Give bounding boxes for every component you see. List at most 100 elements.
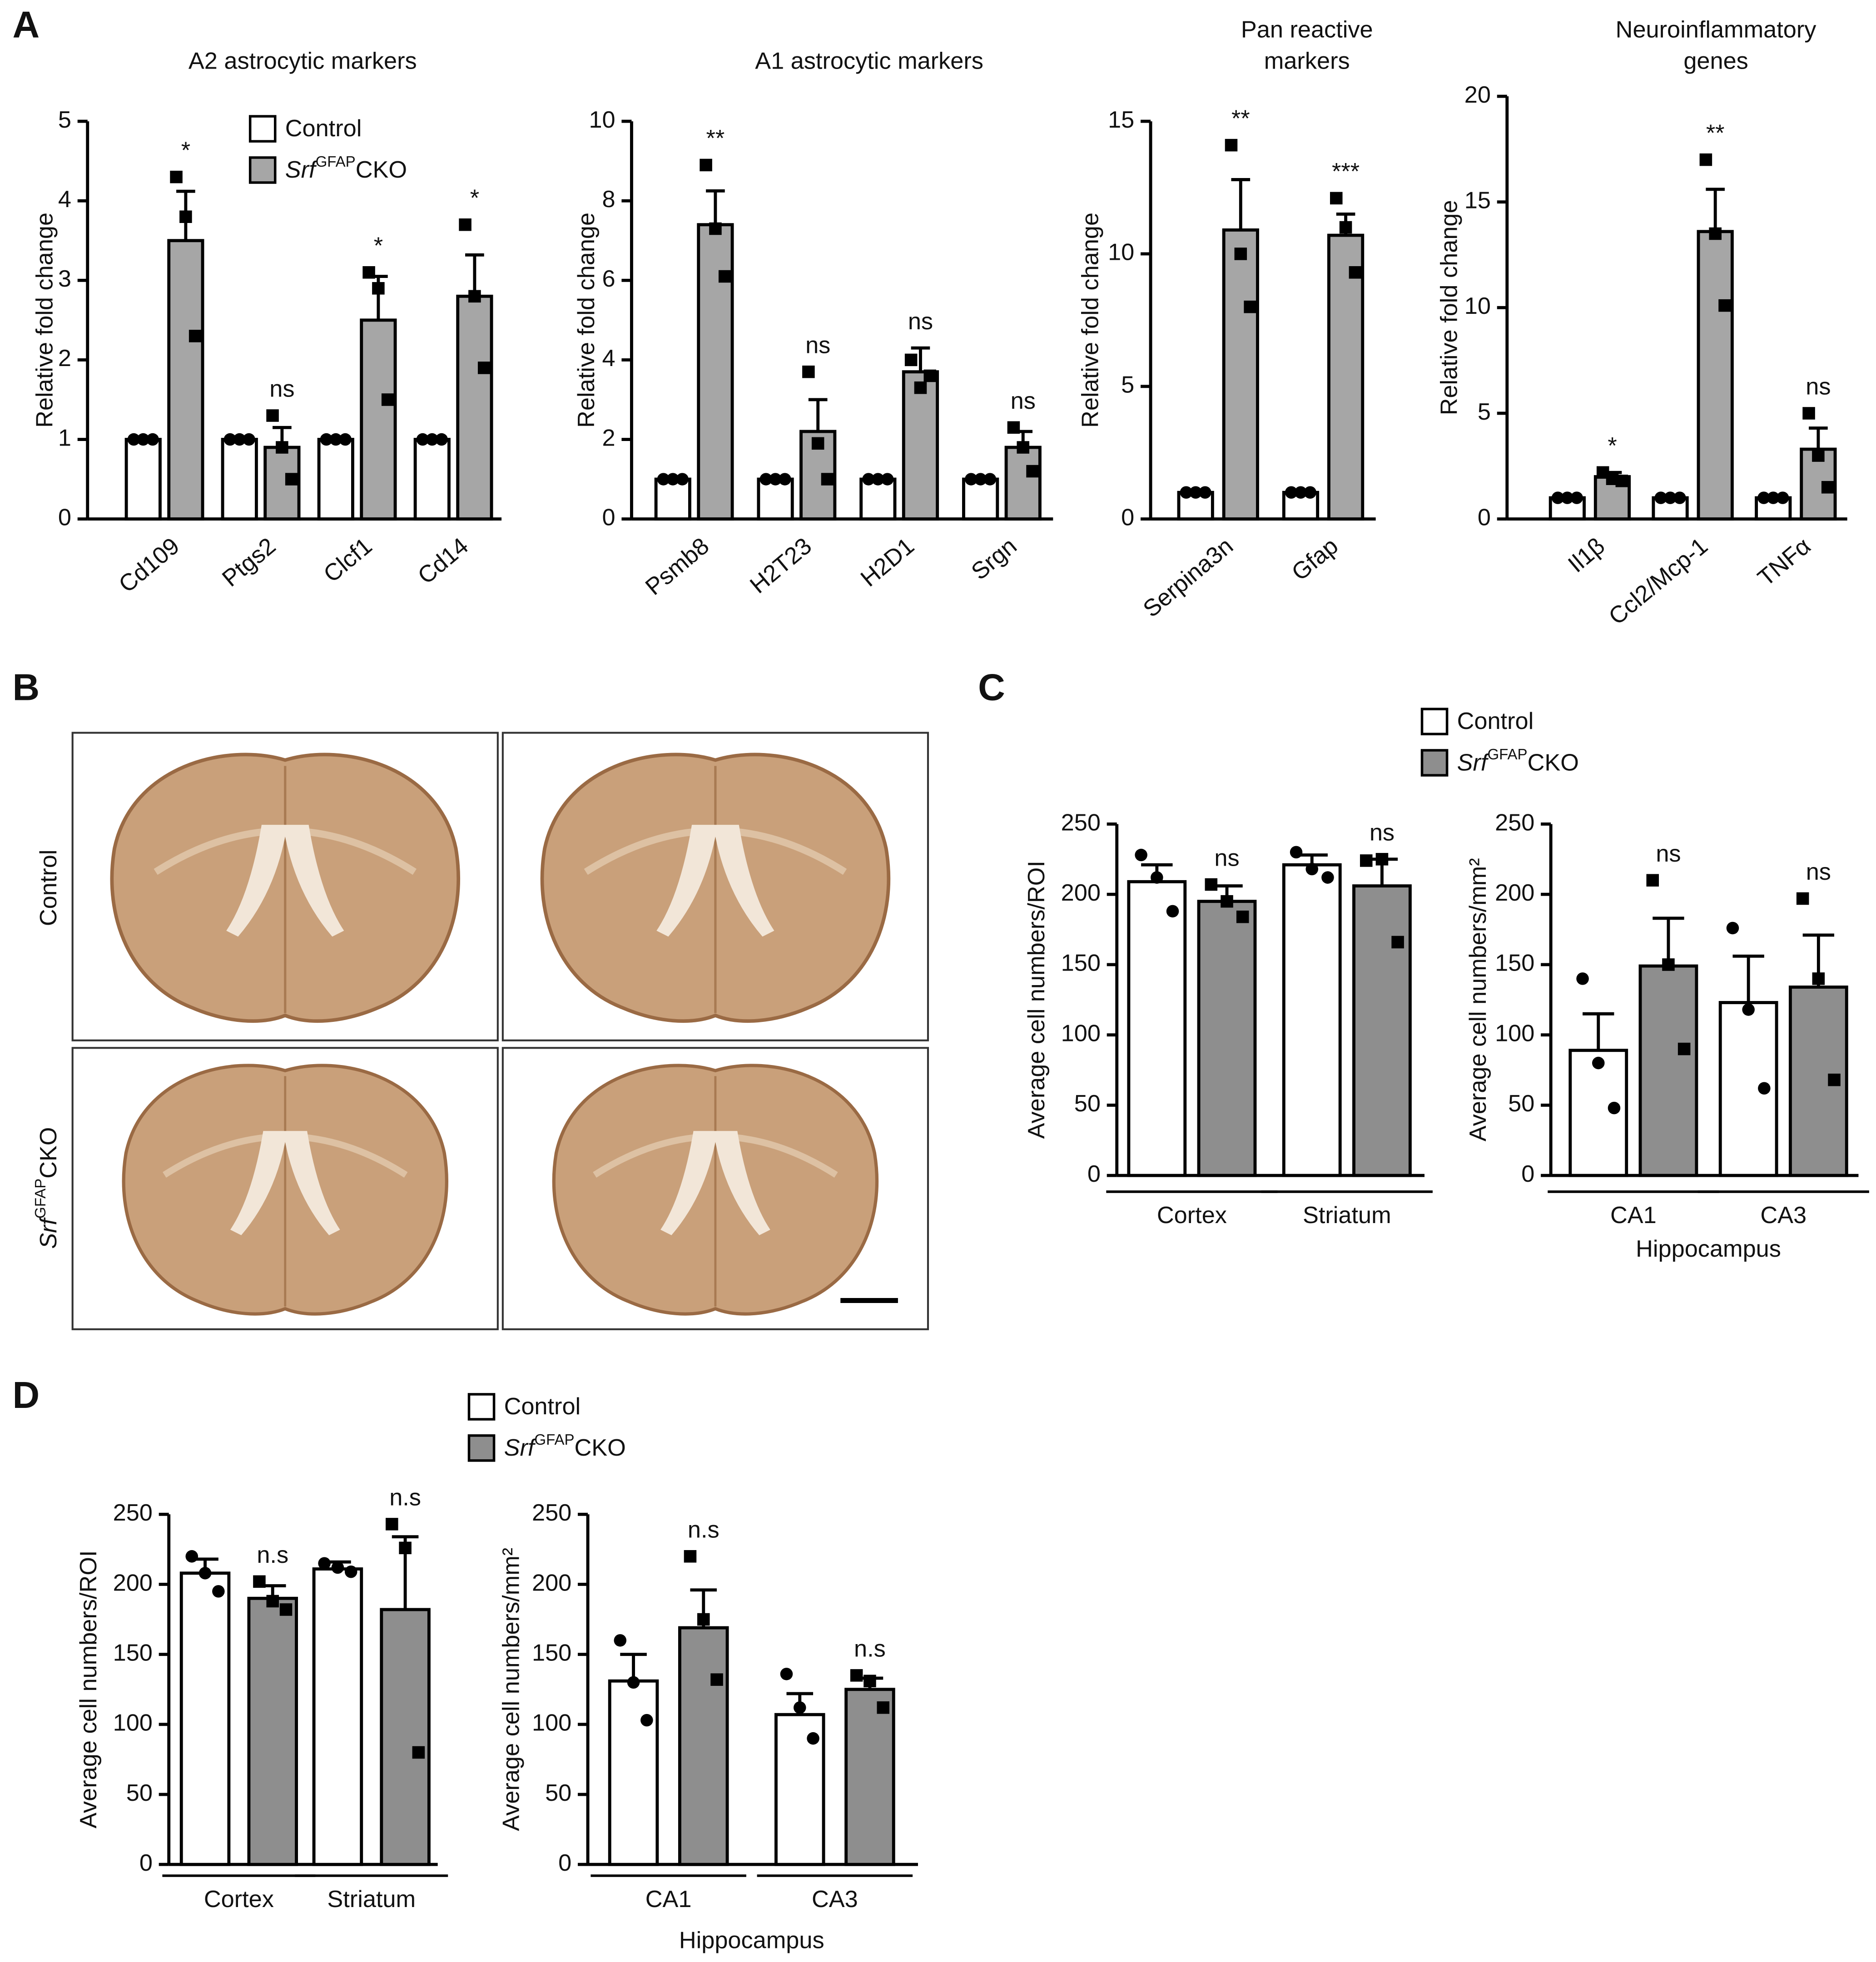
data-point bbox=[1026, 465, 1039, 478]
y-tick-label: 250 bbox=[1061, 809, 1101, 836]
x-tick-label: Striatum bbox=[327, 1886, 416, 1912]
data-point bbox=[189, 330, 202, 342]
y-tick-label: 150 bbox=[532, 1640, 571, 1666]
data-point bbox=[223, 433, 237, 446]
data-point bbox=[1339, 221, 1352, 234]
legend-swatch bbox=[248, 115, 277, 143]
data-point bbox=[279, 1603, 293, 1616]
data-point bbox=[416, 433, 429, 446]
data-point bbox=[1290, 846, 1303, 859]
bar bbox=[1222, 228, 1259, 521]
data-point bbox=[769, 473, 782, 486]
y-tick-label: 200 bbox=[113, 1570, 153, 1596]
legend-label: SrfGFAPCKO bbox=[504, 1432, 626, 1461]
text-part: Srf bbox=[35, 1216, 62, 1249]
data-point bbox=[1576, 972, 1589, 985]
data-point bbox=[372, 282, 385, 295]
data-point bbox=[1391, 936, 1404, 949]
y-tick-label: 8 bbox=[602, 186, 615, 213]
data-point bbox=[1812, 449, 1825, 462]
significance-label: ns bbox=[1370, 820, 1395, 846]
bar bbox=[413, 438, 451, 521]
legend-label: Control bbox=[1457, 708, 1534, 734]
x-tick-label: H2T23 bbox=[745, 533, 817, 599]
text-part: Srf bbox=[285, 157, 318, 183]
panel-label: D bbox=[13, 1374, 40, 1416]
data-point bbox=[759, 473, 773, 486]
y-tick-label: 50 bbox=[1508, 1090, 1534, 1117]
y-axis-label: Relative fold change bbox=[573, 213, 600, 428]
data-point bbox=[1758, 1082, 1771, 1095]
y-tick-label: 150 bbox=[113, 1640, 153, 1666]
data-point bbox=[807, 1732, 819, 1745]
significance-label: ** bbox=[706, 125, 725, 152]
legend-label: Control bbox=[504, 1393, 581, 1420]
bar bbox=[697, 223, 734, 521]
data-point bbox=[793, 1701, 806, 1714]
x-tick-label: Ptgs2 bbox=[217, 533, 281, 592]
bar bbox=[312, 1567, 363, 1866]
y-tick-label: 0 bbox=[1521, 1161, 1534, 1187]
significance-label: n.s bbox=[688, 1517, 720, 1543]
chart-title: A2 astrocytic markers bbox=[189, 48, 417, 74]
bar bbox=[380, 1608, 431, 1866]
bar bbox=[774, 1713, 825, 1866]
significance-label: ns bbox=[805, 332, 830, 358]
bar bbox=[1282, 863, 1342, 1177]
data-point bbox=[1305, 862, 1319, 876]
y-tick-label: 20 bbox=[1464, 82, 1491, 108]
y-tick-label: 6 bbox=[602, 266, 615, 292]
data-point bbox=[146, 433, 159, 446]
data-point bbox=[339, 433, 352, 446]
data-point bbox=[1304, 486, 1317, 499]
bar bbox=[167, 239, 204, 521]
x-tick-label: Clcf1 bbox=[319, 533, 377, 588]
data-point bbox=[1646, 874, 1659, 887]
data-point bbox=[1812, 972, 1825, 985]
data-point bbox=[1776, 491, 1789, 504]
y-tick-label: 250 bbox=[532, 1500, 571, 1526]
data-point bbox=[1615, 475, 1628, 487]
x-tick-label: H2D1 bbox=[856, 533, 919, 592]
chart-title: markers bbox=[1264, 48, 1350, 74]
data-point bbox=[779, 473, 791, 486]
data-point bbox=[1802, 407, 1815, 420]
data-point bbox=[1017, 441, 1029, 454]
x-tick-label: Cd109 bbox=[114, 533, 184, 598]
brain-section bbox=[124, 1065, 447, 1314]
bar bbox=[1352, 884, 1412, 1177]
data-point bbox=[1726, 922, 1739, 935]
legend-label: Control bbox=[285, 115, 362, 142]
data-point bbox=[1757, 491, 1770, 504]
data-point bbox=[718, 270, 731, 283]
bar bbox=[962, 477, 999, 521]
y-tick-label: 250 bbox=[113, 1500, 153, 1526]
data-point bbox=[266, 409, 279, 422]
data-point bbox=[331, 1561, 344, 1574]
bar bbox=[1638, 964, 1698, 1177]
significance-label: ** bbox=[1706, 120, 1725, 146]
data-point bbox=[1796, 892, 1809, 905]
data-point bbox=[412, 1746, 425, 1759]
bar bbox=[124, 438, 162, 521]
data-point bbox=[199, 1567, 212, 1580]
significance-label: ns bbox=[1214, 845, 1239, 871]
legend-swatch bbox=[467, 1393, 496, 1421]
micrographs bbox=[71, 732, 929, 1330]
data-point bbox=[627, 1676, 640, 1689]
y-tick-label: 0 bbox=[58, 504, 71, 530]
bar bbox=[360, 318, 397, 521]
x-axis-label: Hippocampus bbox=[679, 1927, 824, 1954]
data-point bbox=[179, 210, 192, 223]
data-point bbox=[974, 473, 987, 486]
significance-label: * bbox=[374, 233, 383, 259]
panel-label: A bbox=[13, 3, 40, 45]
bar bbox=[844, 1688, 895, 1866]
data-point bbox=[676, 473, 689, 486]
text-part: CKO bbox=[35, 1127, 62, 1179]
data-point bbox=[1828, 1073, 1841, 1086]
x-tick-label: CA3 bbox=[812, 1886, 858, 1912]
x-tick-label: Srgn bbox=[967, 533, 1022, 585]
data-point bbox=[285, 473, 298, 486]
